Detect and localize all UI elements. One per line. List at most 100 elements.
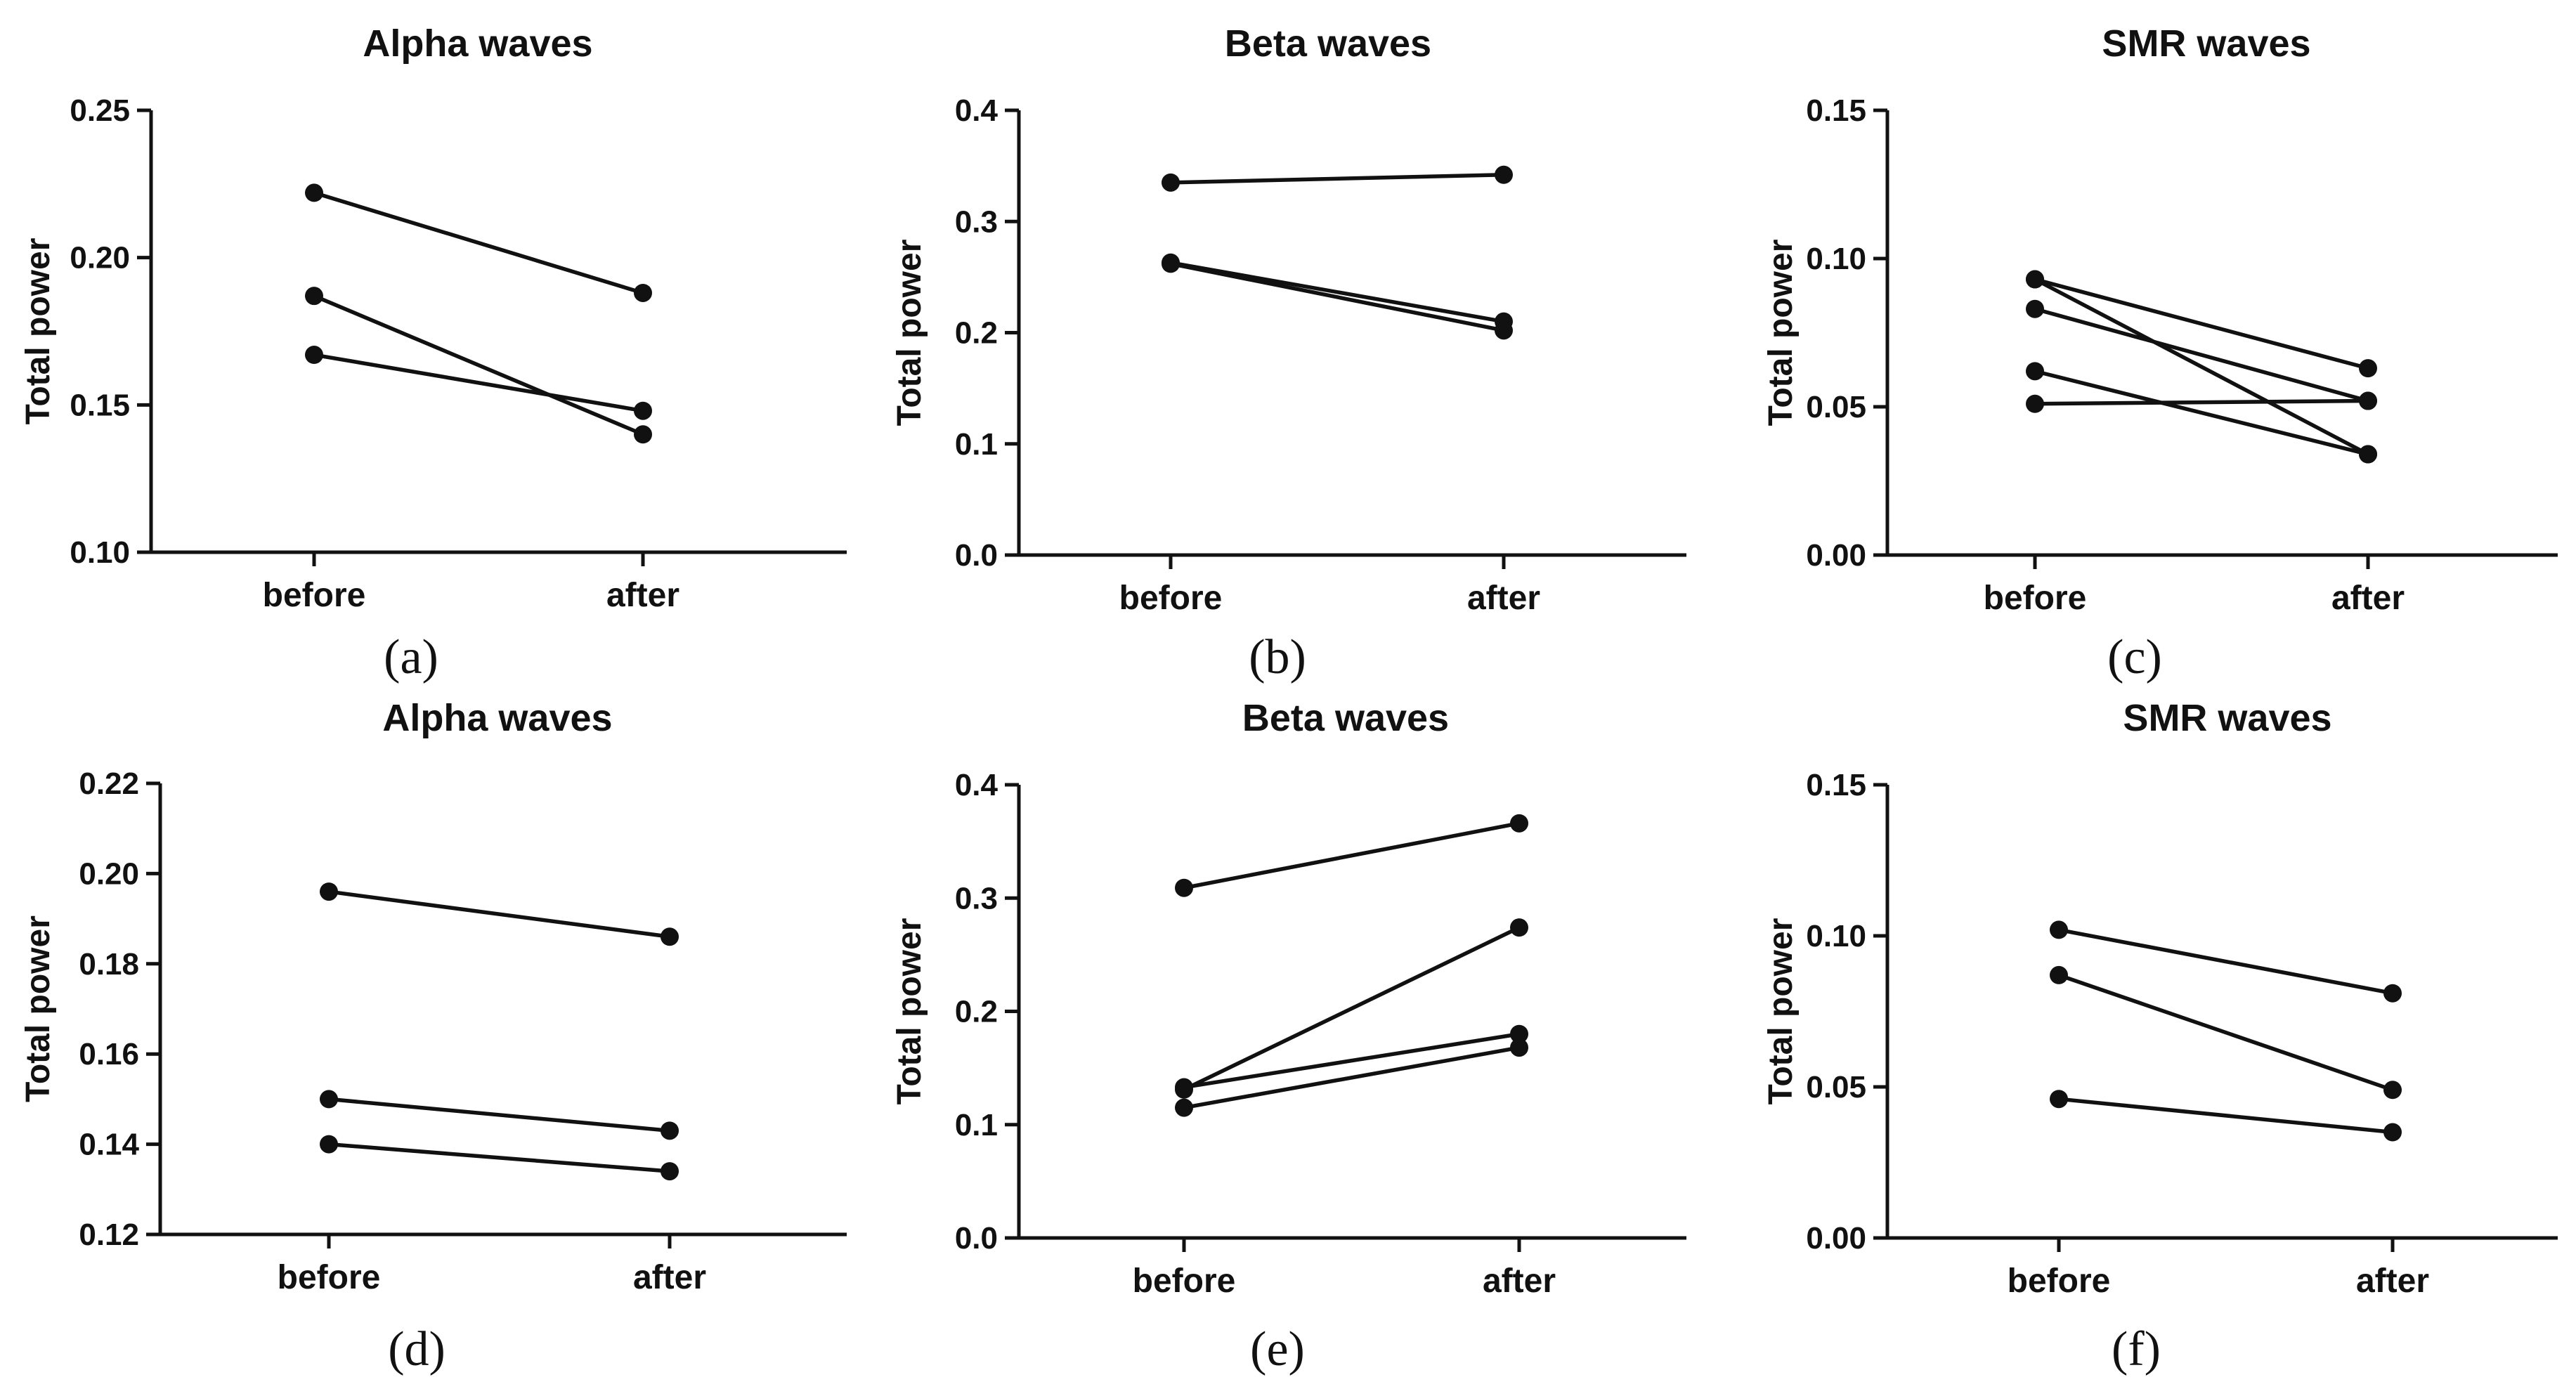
- chart-panel: Alpha waves Total power 0.12 0.14 0.16 0.18 0.…: [20, 697, 847, 1376]
- y-tick-label: 0.10: [1806, 919, 1866, 953]
- y-tick-label: 0.1: [955, 1108, 998, 1142]
- data-point: [320, 882, 338, 901]
- data-point: [305, 287, 323, 306]
- chart-title: SMR waves: [2102, 22, 2310, 65]
- data-point: [1510, 814, 1528, 833]
- data-point: [2050, 1090, 2068, 1109]
- data-point: [1162, 254, 1180, 273]
- chart-title: SMR waves: [2123, 697, 2331, 739]
- x-tick-label: after: [1467, 580, 1540, 617]
- y-tick-label: 0.05: [1806, 390, 1866, 424]
- y-axis-label: Total power: [20, 915, 57, 1102]
- y-axis-label: Total power: [891, 918, 928, 1105]
- data-point: [2050, 965, 2068, 984]
- y-tick-label: 0.2: [955, 995, 998, 1029]
- panel-label: (d): [388, 1322, 445, 1376]
- data-point: [305, 346, 323, 365]
- series-line: [313, 294, 644, 436]
- y-tick-label: 0.4: [955, 93, 998, 128]
- y-tick-label: 0.05: [1806, 1070, 1866, 1104]
- x-tick-label: before: [278, 1259, 381, 1296]
- data-point: [2026, 270, 2044, 289]
- data-point: [1162, 173, 1180, 192]
- data-point: [661, 927, 679, 946]
- y-tick-label: 0.0: [955, 1221, 998, 1256]
- series-line: [328, 1097, 670, 1133]
- chart-title: Alpha waves: [382, 697, 612, 739]
- data-point: [661, 1121, 679, 1140]
- series-line: [328, 1142, 670, 1173]
- y-axis-label: Total power: [891, 240, 928, 426]
- series-line: [1183, 925, 1521, 1092]
- data-point: [2026, 299, 2044, 318]
- y-tick-label: 0.00: [1806, 538, 1866, 573]
- y-tick-label: 0.4: [955, 768, 998, 802]
- series-line: [2034, 277, 2369, 370]
- chart-title: Beta waves: [1242, 697, 1449, 739]
- series-line: [313, 353, 644, 413]
- y-tick-label: 0.25: [70, 93, 130, 128]
- y-tick-label: 0.14: [79, 1128, 139, 1162]
- series-line: [1170, 261, 1504, 333]
- x-tick-label: after: [606, 577, 679, 614]
- series-line: [1183, 1032, 1520, 1090]
- series-line: [1170, 173, 1504, 185]
- chart-panel: Beta waves Total power 0.0 0.1 0.2 0.3 0.4 befo…: [891, 697, 1686, 1376]
- series-line: [2034, 307, 2369, 403]
- x-tick-label: before: [1133, 1263, 1236, 1300]
- y-tick-label: 0.10: [70, 535, 130, 570]
- x-tick-label: after: [2356, 1263, 2429, 1300]
- data-point: [634, 425, 652, 444]
- x-tick-label: after: [1483, 1263, 1556, 1300]
- data-point: [2359, 445, 2377, 464]
- series-line: [1183, 1045, 1520, 1110]
- data-point: [1175, 1098, 1193, 1117]
- y-tick-label: 0.15: [70, 388, 130, 422]
- panel-label: (a): [384, 630, 438, 684]
- y-tick-label: 0.3: [955, 881, 998, 915]
- chart-title: Beta waves: [1225, 22, 1431, 65]
- data-point: [1510, 1038, 1528, 1057]
- y-tick-label: 0.2: [955, 316, 998, 351]
- y-tick-label: 0.12: [79, 1218, 139, 1252]
- panel-label: (f): [2112, 1322, 2161, 1376]
- y-axis-label: Total power: [20, 238, 57, 425]
- data-point: [1495, 321, 1513, 340]
- x-tick-label: before: [2008, 1263, 2111, 1300]
- y-tick-label: 0.18: [79, 947, 139, 982]
- x-tick-label: after: [2331, 580, 2405, 617]
- panel-label: (e): [1250, 1322, 1305, 1376]
- series-line: [313, 190, 644, 295]
- y-axis-label: Total power: [1762, 240, 1800, 426]
- data-point: [320, 1090, 338, 1109]
- data-point: [1175, 1078, 1193, 1097]
- data-point: [634, 283, 652, 302]
- chart-title: Alpha waves: [363, 22, 592, 65]
- data-point: [2359, 391, 2377, 410]
- data-point: [1510, 918, 1528, 937]
- y-tick-label: 0.20: [79, 856, 139, 891]
- y-axis-label: Total power: [1762, 918, 1800, 1105]
- y-tick-label: 0.20: [70, 241, 130, 275]
- series-line: [1170, 261, 1504, 324]
- chart-panel: Alpha waves Total power 0.10 0.15 0.20 0.25 be…: [20, 22, 847, 684]
- y-tick-label: 0.15: [1806, 93, 1866, 128]
- data-point: [320, 1135, 338, 1154]
- data-point: [1510, 1024, 1528, 1043]
- series-line: [1183, 821, 1520, 890]
- x-tick-label: before: [1119, 580, 1223, 617]
- y-tick-label: 0.1: [955, 427, 998, 462]
- data-point: [2026, 362, 2044, 381]
- chart-panel: Beta waves Total power 0.0 0.1 0.2 0.3 0.4 befo…: [891, 22, 1686, 684]
- data-point: [2383, 1081, 2402, 1100]
- data-point: [2050, 920, 2068, 939]
- y-tick-label: 0.3: [955, 204, 998, 239]
- series-line: [2058, 973, 2393, 1092]
- y-tick-label: 0.16: [79, 1037, 139, 1071]
- x-tick-label: after: [633, 1259, 706, 1296]
- chart-panel: SMR waves Total power 0.00 0.05 0.10 0.15 befo…: [1762, 22, 2558, 684]
- series-line: [2034, 278, 2369, 456]
- series-line: [2058, 1097, 2393, 1135]
- data-point: [2383, 984, 2402, 1003]
